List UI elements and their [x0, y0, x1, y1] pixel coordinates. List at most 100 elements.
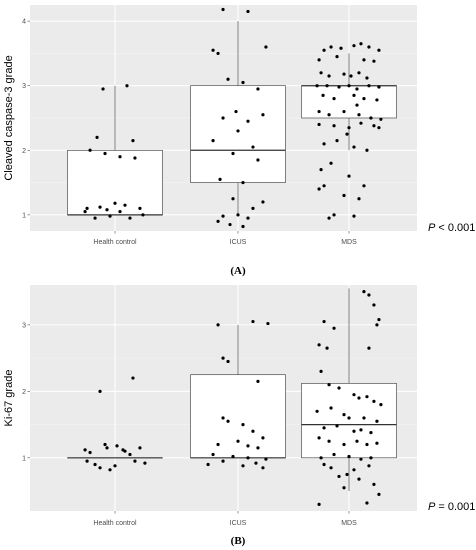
data-point	[241, 422, 245, 427]
data-point	[369, 430, 373, 435]
data-point	[241, 224, 245, 229]
data-point	[359, 428, 363, 432]
data-point	[221, 416, 225, 420]
data-point	[98, 466, 102, 470]
data-point	[131, 376, 135, 380]
data-point	[85, 459, 89, 463]
data-point	[241, 464, 245, 468]
data-point	[339, 46, 343, 50]
data-point	[211, 48, 215, 52]
box-rect	[190, 374, 286, 459]
data-point	[365, 501, 369, 505]
data-point	[362, 290, 366, 294]
data-point	[379, 117, 383, 121]
data-point	[357, 197, 361, 201]
panel-label: (A)	[230, 265, 246, 277]
data-point	[325, 346, 329, 350]
y-tick-label: 1	[22, 455, 26, 462]
data-point	[221, 214, 225, 218]
data-point	[345, 472, 349, 477]
data-point	[317, 502, 321, 506]
data-point	[138, 446, 142, 450]
data-point	[352, 468, 356, 472]
data-point	[221, 7, 225, 12]
data-point	[261, 200, 265, 204]
data-point	[103, 151, 107, 156]
data-point	[372, 482, 376, 487]
y-axis-label: Ki-67 grade	[3, 370, 15, 427]
data-point	[118, 210, 122, 214]
data-point	[375, 98, 379, 102]
data-point	[362, 58, 366, 62]
data-point	[226, 419, 230, 423]
data-point	[332, 452, 336, 457]
data-point	[93, 216, 97, 220]
data-point	[226, 359, 230, 364]
data-point	[317, 58, 321, 62]
data-point	[372, 399, 376, 403]
data-point	[359, 42, 363, 46]
data-point	[332, 213, 336, 217]
data-point	[236, 213, 240, 217]
data-point	[355, 103, 359, 107]
data-point	[256, 379, 260, 383]
data-point	[108, 214, 112, 218]
data-point	[369, 116, 373, 120]
data-point	[365, 442, 369, 447]
data-point	[352, 93, 356, 97]
data-point	[254, 461, 258, 465]
data-point	[332, 326, 336, 330]
data-point	[221, 356, 225, 360]
x-tick-label: Health control	[93, 520, 137, 527]
data-point	[362, 416, 366, 420]
data-point	[211, 139, 215, 143]
data-point	[357, 477, 361, 481]
points-2	[315, 42, 383, 220]
data-point	[264, 45, 268, 49]
data-point	[319, 71, 323, 75]
data-point	[115, 444, 119, 448]
points-2	[315, 290, 383, 506]
data-point	[125, 84, 129, 88]
data-point	[241, 180, 245, 185]
points-0	[83, 376, 147, 472]
box-rect	[67, 149, 163, 216]
data-point	[246, 456, 250, 460]
data-point	[315, 409, 319, 413]
data-point	[113, 201, 117, 205]
data-point	[322, 48, 326, 52]
data-point	[138, 206, 142, 210]
data-point	[101, 87, 105, 91]
data-point	[342, 72, 346, 76]
data-point	[216, 323, 220, 327]
data-point	[322, 426, 326, 430]
data-point	[221, 459, 225, 463]
data-point	[377, 492, 381, 496]
data-point	[367, 464, 371, 468]
data-point	[329, 466, 333, 470]
data-point	[123, 203, 127, 207]
data-point	[246, 216, 250, 220]
box-1	[190, 324, 286, 459]
box-2	[301, 53, 397, 151]
data-point	[327, 439, 331, 443]
data-point	[347, 84, 351, 88]
data-point	[98, 389, 102, 393]
data-point	[335, 424, 339, 428]
data-point	[141, 213, 145, 217]
data-point	[133, 459, 137, 463]
data-point	[251, 429, 255, 433]
data-point	[322, 462, 326, 467]
data-point	[357, 396, 361, 400]
data-point	[246, 9, 250, 14]
data-point	[315, 84, 319, 88]
data-point	[143, 461, 147, 465]
data-point	[83, 210, 87, 214]
data-point	[226, 77, 230, 81]
data-point	[317, 109, 321, 114]
data-point	[108, 468, 112, 472]
p-value-symbol: P	[428, 222, 436, 234]
data-point	[377, 85, 381, 89]
data-point	[231, 454, 235, 459]
